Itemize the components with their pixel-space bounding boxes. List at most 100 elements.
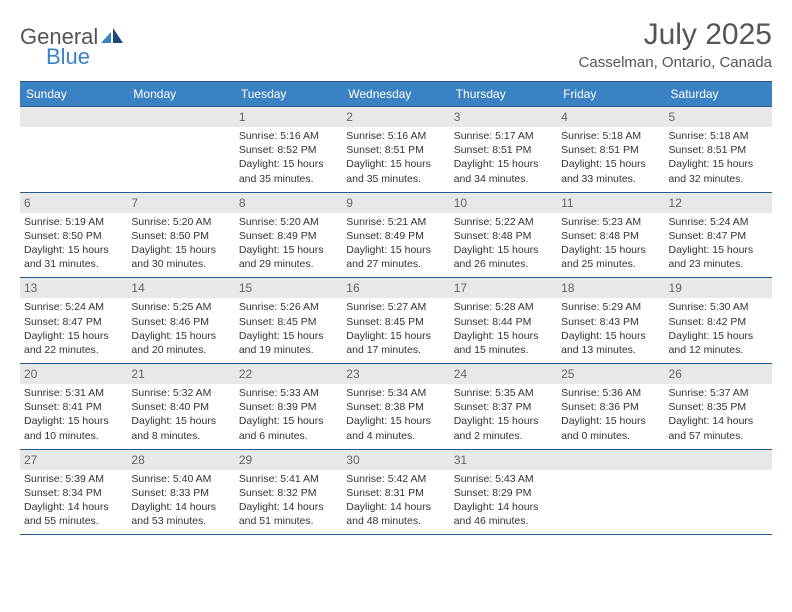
day-cell — [127, 107, 234, 192]
day-number: 2 — [342, 107, 449, 127]
day-info: Sunrise: 5:31 AMSunset: 8:41 PMDaylight:… — [24, 386, 123, 443]
calendar-header-row: SundayMondayTuesdayWednesdayThursdayFrid… — [20, 81, 772, 107]
empty-day-header — [127, 107, 234, 127]
day-cell — [20, 107, 127, 192]
day-cell: 14Sunrise: 5:25 AMSunset: 8:46 PMDayligh… — [127, 278, 234, 363]
month-title: July 2025 — [579, 18, 772, 52]
day-number: 27 — [20, 450, 127, 470]
day-info: Sunrise: 5:33 AMSunset: 8:39 PMDaylight:… — [239, 386, 338, 443]
day-info: Sunrise: 5:20 AMSunset: 8:49 PMDaylight:… — [239, 215, 338, 272]
day-number: 3 — [450, 107, 557, 127]
day-number: 1 — [235, 107, 342, 127]
day-cell — [665, 450, 772, 535]
logo-text-2: Blue — [46, 44, 90, 70]
day-info: Sunrise: 5:30 AMSunset: 8:42 PMDaylight:… — [669, 300, 768, 357]
day-cell: 29Sunrise: 5:41 AMSunset: 8:32 PMDayligh… — [235, 450, 342, 535]
day-number: 21 — [127, 364, 234, 384]
day-cell: 17Sunrise: 5:28 AMSunset: 8:44 PMDayligh… — [450, 278, 557, 363]
day-info: Sunrise: 5:16 AMSunset: 8:51 PMDaylight:… — [346, 129, 445, 186]
day-cell: 27Sunrise: 5:39 AMSunset: 8:34 PMDayligh… — [20, 450, 127, 535]
day-cell: 5Sunrise: 5:18 AMSunset: 8:51 PMDaylight… — [665, 107, 772, 192]
weekday-header: Saturday — [665, 82, 772, 106]
weekday-header: Thursday — [450, 82, 557, 106]
day-number: 30 — [342, 450, 449, 470]
day-info: Sunrise: 5:28 AMSunset: 8:44 PMDaylight:… — [454, 300, 553, 357]
day-info: Sunrise: 5:41 AMSunset: 8:32 PMDaylight:… — [239, 472, 338, 529]
day-cell: 24Sunrise: 5:35 AMSunset: 8:37 PMDayligh… — [450, 364, 557, 449]
day-number: 20 — [20, 364, 127, 384]
day-info: Sunrise: 5:35 AMSunset: 8:37 PMDaylight:… — [454, 386, 553, 443]
day-number: 7 — [127, 193, 234, 213]
day-info: Sunrise: 5:18 AMSunset: 8:51 PMDaylight:… — [669, 129, 768, 186]
day-number: 8 — [235, 193, 342, 213]
day-number: 16 — [342, 278, 449, 298]
day-cell: 22Sunrise: 5:33 AMSunset: 8:39 PMDayligh… — [235, 364, 342, 449]
empty-day-header — [20, 107, 127, 127]
day-info: Sunrise: 5:29 AMSunset: 8:43 PMDaylight:… — [561, 300, 660, 357]
day-cell: 23Sunrise: 5:34 AMSunset: 8:38 PMDayligh… — [342, 364, 449, 449]
day-info: Sunrise: 5:27 AMSunset: 8:45 PMDaylight:… — [346, 300, 445, 357]
day-number: 9 — [342, 193, 449, 213]
day-number: 13 — [20, 278, 127, 298]
day-cell: 6Sunrise: 5:19 AMSunset: 8:50 PMDaylight… — [20, 193, 127, 278]
day-info: Sunrise: 5:39 AMSunset: 8:34 PMDaylight:… — [24, 472, 123, 529]
day-info: Sunrise: 5:24 AMSunset: 8:47 PMDaylight:… — [24, 300, 123, 357]
day-number: 26 — [665, 364, 772, 384]
day-number: 18 — [557, 278, 664, 298]
week-row: 20Sunrise: 5:31 AMSunset: 8:41 PMDayligh… — [20, 364, 772, 450]
day-number: 5 — [665, 107, 772, 127]
day-info: Sunrise: 5:20 AMSunset: 8:50 PMDaylight:… — [131, 215, 230, 272]
day-info: Sunrise: 5:18 AMSunset: 8:51 PMDaylight:… — [561, 129, 660, 186]
day-cell: 31Sunrise: 5:43 AMSunset: 8:29 PMDayligh… — [450, 450, 557, 535]
empty-day-header — [557, 450, 664, 470]
day-number: 31 — [450, 450, 557, 470]
day-info: Sunrise: 5:37 AMSunset: 8:35 PMDaylight:… — [669, 386, 768, 443]
header: General Blue July 2025 Casselman, Ontari… — [20, 18, 772, 71]
day-cell — [557, 450, 664, 535]
day-cell: 9Sunrise: 5:21 AMSunset: 8:49 PMDaylight… — [342, 193, 449, 278]
day-cell: 30Sunrise: 5:42 AMSunset: 8:31 PMDayligh… — [342, 450, 449, 535]
day-info: Sunrise: 5:22 AMSunset: 8:48 PMDaylight:… — [454, 215, 553, 272]
day-number: 12 — [665, 193, 772, 213]
day-cell: 1Sunrise: 5:16 AMSunset: 8:52 PMDaylight… — [235, 107, 342, 192]
week-row: 6Sunrise: 5:19 AMSunset: 8:50 PMDaylight… — [20, 193, 772, 279]
day-number: 6 — [20, 193, 127, 213]
day-number: 11 — [557, 193, 664, 213]
day-info: Sunrise: 5:16 AMSunset: 8:52 PMDaylight:… — [239, 129, 338, 186]
day-info: Sunrise: 5:36 AMSunset: 8:36 PMDaylight:… — [561, 386, 660, 443]
day-number: 24 — [450, 364, 557, 384]
day-number: 17 — [450, 278, 557, 298]
weekday-header: Monday — [127, 82, 234, 106]
week-row: 27Sunrise: 5:39 AMSunset: 8:34 PMDayligh… — [20, 450, 772, 536]
day-number: 22 — [235, 364, 342, 384]
day-number: 25 — [557, 364, 664, 384]
day-cell: 26Sunrise: 5:37 AMSunset: 8:35 PMDayligh… — [665, 364, 772, 449]
day-cell: 3Sunrise: 5:17 AMSunset: 8:51 PMDaylight… — [450, 107, 557, 192]
day-number: 28 — [127, 450, 234, 470]
day-cell: 4Sunrise: 5:18 AMSunset: 8:51 PMDaylight… — [557, 107, 664, 192]
day-info: Sunrise: 5:19 AMSunset: 8:50 PMDaylight:… — [24, 215, 123, 272]
day-cell: 8Sunrise: 5:20 AMSunset: 8:49 PMDaylight… — [235, 193, 342, 278]
day-number: 29 — [235, 450, 342, 470]
day-number: 15 — [235, 278, 342, 298]
day-number: 23 — [342, 364, 449, 384]
day-info: Sunrise: 5:25 AMSunset: 8:46 PMDaylight:… — [131, 300, 230, 357]
week-row: 1Sunrise: 5:16 AMSunset: 8:52 PMDaylight… — [20, 107, 772, 193]
calendar: SundayMondayTuesdayWednesdayThursdayFrid… — [20, 81, 772, 535]
day-number: 14 — [127, 278, 234, 298]
day-cell: 20Sunrise: 5:31 AMSunset: 8:41 PMDayligh… — [20, 364, 127, 449]
day-cell: 19Sunrise: 5:30 AMSunset: 8:42 PMDayligh… — [665, 278, 772, 363]
day-number: 19 — [665, 278, 772, 298]
day-info: Sunrise: 5:17 AMSunset: 8:51 PMDaylight:… — [454, 129, 553, 186]
day-cell: 18Sunrise: 5:29 AMSunset: 8:43 PMDayligh… — [557, 278, 664, 363]
day-cell: 28Sunrise: 5:40 AMSunset: 8:33 PMDayligh… — [127, 450, 234, 535]
day-cell: 12Sunrise: 5:24 AMSunset: 8:47 PMDayligh… — [665, 193, 772, 278]
day-info: Sunrise: 5:40 AMSunset: 8:33 PMDaylight:… — [131, 472, 230, 529]
day-cell: 15Sunrise: 5:26 AMSunset: 8:45 PMDayligh… — [235, 278, 342, 363]
logo-sail-icon — [101, 28, 123, 44]
logo: General Blue — [20, 18, 125, 50]
day-info: Sunrise: 5:26 AMSunset: 8:45 PMDaylight:… — [239, 300, 338, 357]
day-cell: 2Sunrise: 5:16 AMSunset: 8:51 PMDaylight… — [342, 107, 449, 192]
day-cell: 10Sunrise: 5:22 AMSunset: 8:48 PMDayligh… — [450, 193, 557, 278]
day-cell: 13Sunrise: 5:24 AMSunset: 8:47 PMDayligh… — [20, 278, 127, 363]
